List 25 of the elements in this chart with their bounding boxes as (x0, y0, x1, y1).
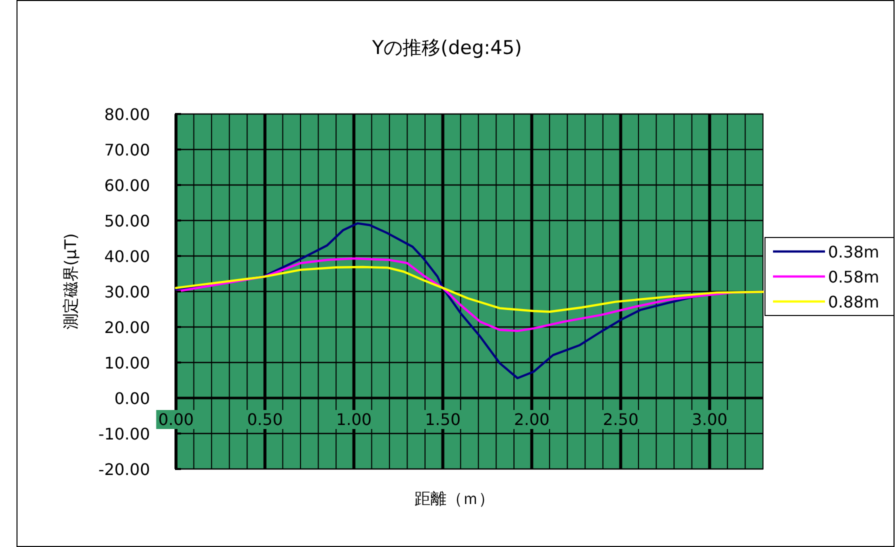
y-tick-label: 0.00 (114, 389, 150, 408)
x-axis-title: 距離（ｍ） (414, 489, 494, 508)
y-tick-label: 20.00 (104, 318, 150, 337)
legend-label: 0.58m (828, 268, 880, 286)
y-tick-label: -10.00 (98, 424, 150, 444)
y-tick-label: 30.00 (104, 282, 150, 302)
chart-title: Yの推移(deg:45) (371, 37, 522, 59)
x-tick-label: 1.00 (336, 410, 372, 429)
y-tick-label: 40.00 (104, 247, 150, 266)
x-tick-label: 1.50 (425, 410, 461, 429)
y-tick-label: 10.00 (104, 354, 150, 372)
x-tick-label: 2.00 (514, 410, 550, 429)
y-tick-label: -20.00 (98, 460, 150, 479)
x-tick-label: 3.00 (692, 410, 728, 429)
y-tick-label: 70.00 (104, 140, 150, 160)
legend-label: 0.38m (828, 242, 880, 262)
x-tick-label: 0.00 (158, 410, 194, 429)
legend-label: 0.88m (828, 292, 880, 312)
y-tick-label: 80.00 (104, 105, 150, 124)
line-series (174, 266, 764, 313)
y-tick-label: 60.00 (104, 176, 150, 195)
x-tick-label: 2.50 (602, 410, 639, 429)
x-tick-label: 0.50 (247, 410, 283, 429)
y-tick-label: 50.00 (104, 212, 150, 230)
y-axis-title: 測定磁界(μT) (61, 233, 80, 330)
